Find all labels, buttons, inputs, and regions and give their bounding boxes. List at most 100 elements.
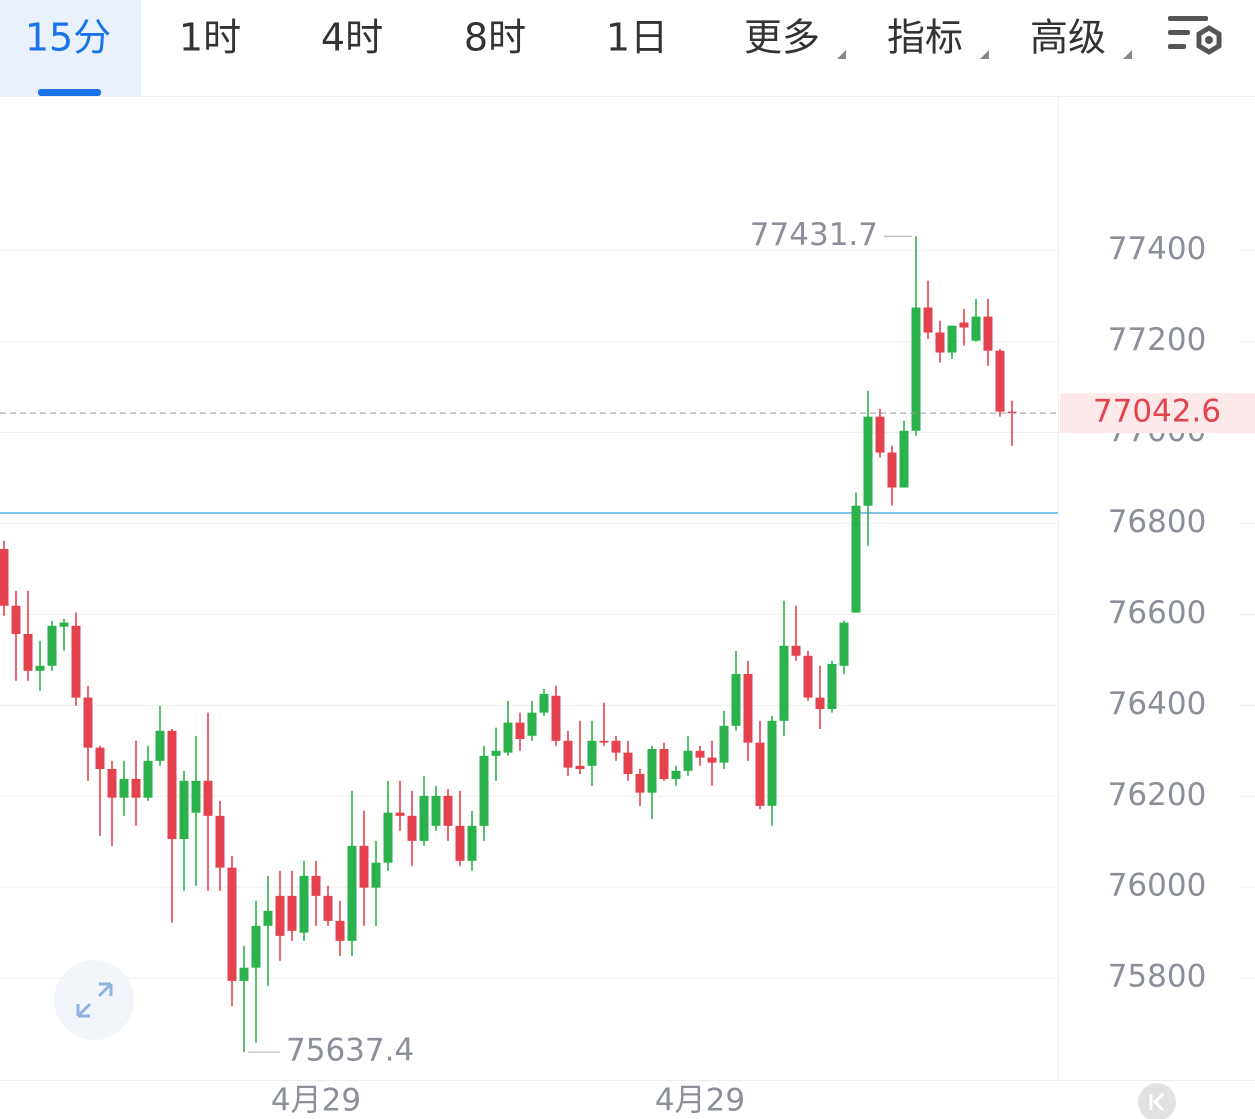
candle-body xyxy=(59,622,69,627)
tab[interactable]: 更多 xyxy=(744,16,820,60)
candle-body xyxy=(443,795,453,826)
candle-body xyxy=(563,740,573,768)
candle-body xyxy=(0,548,9,606)
candle-body xyxy=(983,316,993,351)
candle-body xyxy=(1007,411,1017,414)
candle-body xyxy=(959,322,969,328)
dropdown-caret xyxy=(1123,50,1132,59)
candle-body xyxy=(923,307,933,333)
candle-body xyxy=(683,750,693,771)
candle-body xyxy=(287,895,297,931)
tab[interactable]: 15分 xyxy=(25,16,111,60)
candle-body xyxy=(251,925,261,968)
candle-body xyxy=(215,815,225,868)
candle-body xyxy=(515,722,525,739)
candle-body xyxy=(623,752,633,775)
back-to-latest-button[interactable] xyxy=(1138,1083,1176,1119)
candle-body xyxy=(611,740,621,753)
tab[interactable]: 4时 xyxy=(321,16,383,60)
max-label: 77431.7 xyxy=(750,217,878,253)
y-tick-label: 77200 xyxy=(1108,322,1207,358)
candle-body xyxy=(995,350,1005,412)
y-tick-label: 76400 xyxy=(1108,686,1207,722)
candle-body xyxy=(383,812,393,863)
candle-body xyxy=(791,645,801,656)
candle-body xyxy=(887,452,897,488)
candle-body xyxy=(779,645,789,721)
candle-body xyxy=(743,673,753,743)
candle-body xyxy=(899,430,909,488)
candle-body xyxy=(767,720,777,806)
candle-body xyxy=(323,895,333,921)
x-tick-label: 4月29 xyxy=(655,1083,745,1119)
candle-body xyxy=(107,769,117,798)
candle-body xyxy=(839,622,849,666)
last-price-label: 77042.6 xyxy=(1093,394,1221,430)
candle-body xyxy=(23,633,33,671)
candle-body xyxy=(119,779,129,798)
candle-body xyxy=(947,325,957,353)
candle-body xyxy=(167,730,177,840)
candle-body xyxy=(155,730,165,761)
dropdown-caret xyxy=(980,50,989,59)
candle-body xyxy=(455,825,465,861)
candle-body xyxy=(875,416,885,453)
candle-body xyxy=(599,740,609,743)
dropdown-caret xyxy=(837,50,846,59)
last-price-box xyxy=(1060,393,1255,434)
candle-body xyxy=(755,742,765,806)
candle-body xyxy=(347,845,357,941)
candle-body xyxy=(815,697,825,709)
x-tick-label: 4月29 xyxy=(271,1083,361,1119)
candle-body xyxy=(527,712,537,736)
candle-body xyxy=(311,875,321,896)
active-tab-indicator xyxy=(38,89,101,96)
candle-body xyxy=(95,747,105,770)
candle-body xyxy=(539,693,549,713)
y-tick-label: 77400 xyxy=(1108,231,1207,267)
tab[interactable]: 指标 xyxy=(887,16,963,60)
y-tick-label: 76800 xyxy=(1108,504,1207,540)
tab[interactable]: 高级 xyxy=(1030,16,1106,60)
candle-body xyxy=(431,795,441,826)
candle-body xyxy=(695,750,705,758)
candle-body xyxy=(335,920,345,941)
candle-body xyxy=(671,770,681,780)
candle-body xyxy=(203,780,213,816)
tab[interactable]: 1日 xyxy=(606,16,668,60)
candle-body xyxy=(935,332,945,353)
candle-body xyxy=(719,725,729,763)
tab[interactable]: 8时 xyxy=(464,16,526,60)
candle-body xyxy=(491,750,501,756)
candle-body xyxy=(827,663,837,709)
candle-body xyxy=(911,307,921,431)
candle-body xyxy=(143,760,153,798)
candle-body xyxy=(707,757,717,763)
candle-body xyxy=(971,316,981,341)
y-tick-label: 75800 xyxy=(1108,959,1207,995)
y-tick-label: 76200 xyxy=(1108,777,1207,813)
candle-body xyxy=(83,697,93,748)
active-tab-bg xyxy=(0,0,141,96)
candle-body xyxy=(359,845,369,888)
candle-body xyxy=(407,815,417,841)
candle-body xyxy=(575,765,585,770)
candle-body xyxy=(659,748,669,780)
candle-body xyxy=(263,910,273,926)
candle-body xyxy=(479,755,489,826)
min-label: 75637.4 xyxy=(286,1033,414,1069)
candle-body xyxy=(731,673,741,726)
candle-body xyxy=(851,505,861,613)
tab[interactable]: 1时 xyxy=(179,16,241,60)
toolbar xyxy=(0,0,1255,96)
candle-body xyxy=(47,625,57,666)
candle-body xyxy=(179,780,189,840)
candle-body xyxy=(371,862,381,888)
settings-icon[interactable] xyxy=(1168,16,1222,55)
expand-button[interactable] xyxy=(54,960,134,1040)
candle-body xyxy=(551,695,561,741)
candle-body xyxy=(71,625,81,698)
candle-body xyxy=(299,875,309,933)
candle-body xyxy=(503,722,513,753)
